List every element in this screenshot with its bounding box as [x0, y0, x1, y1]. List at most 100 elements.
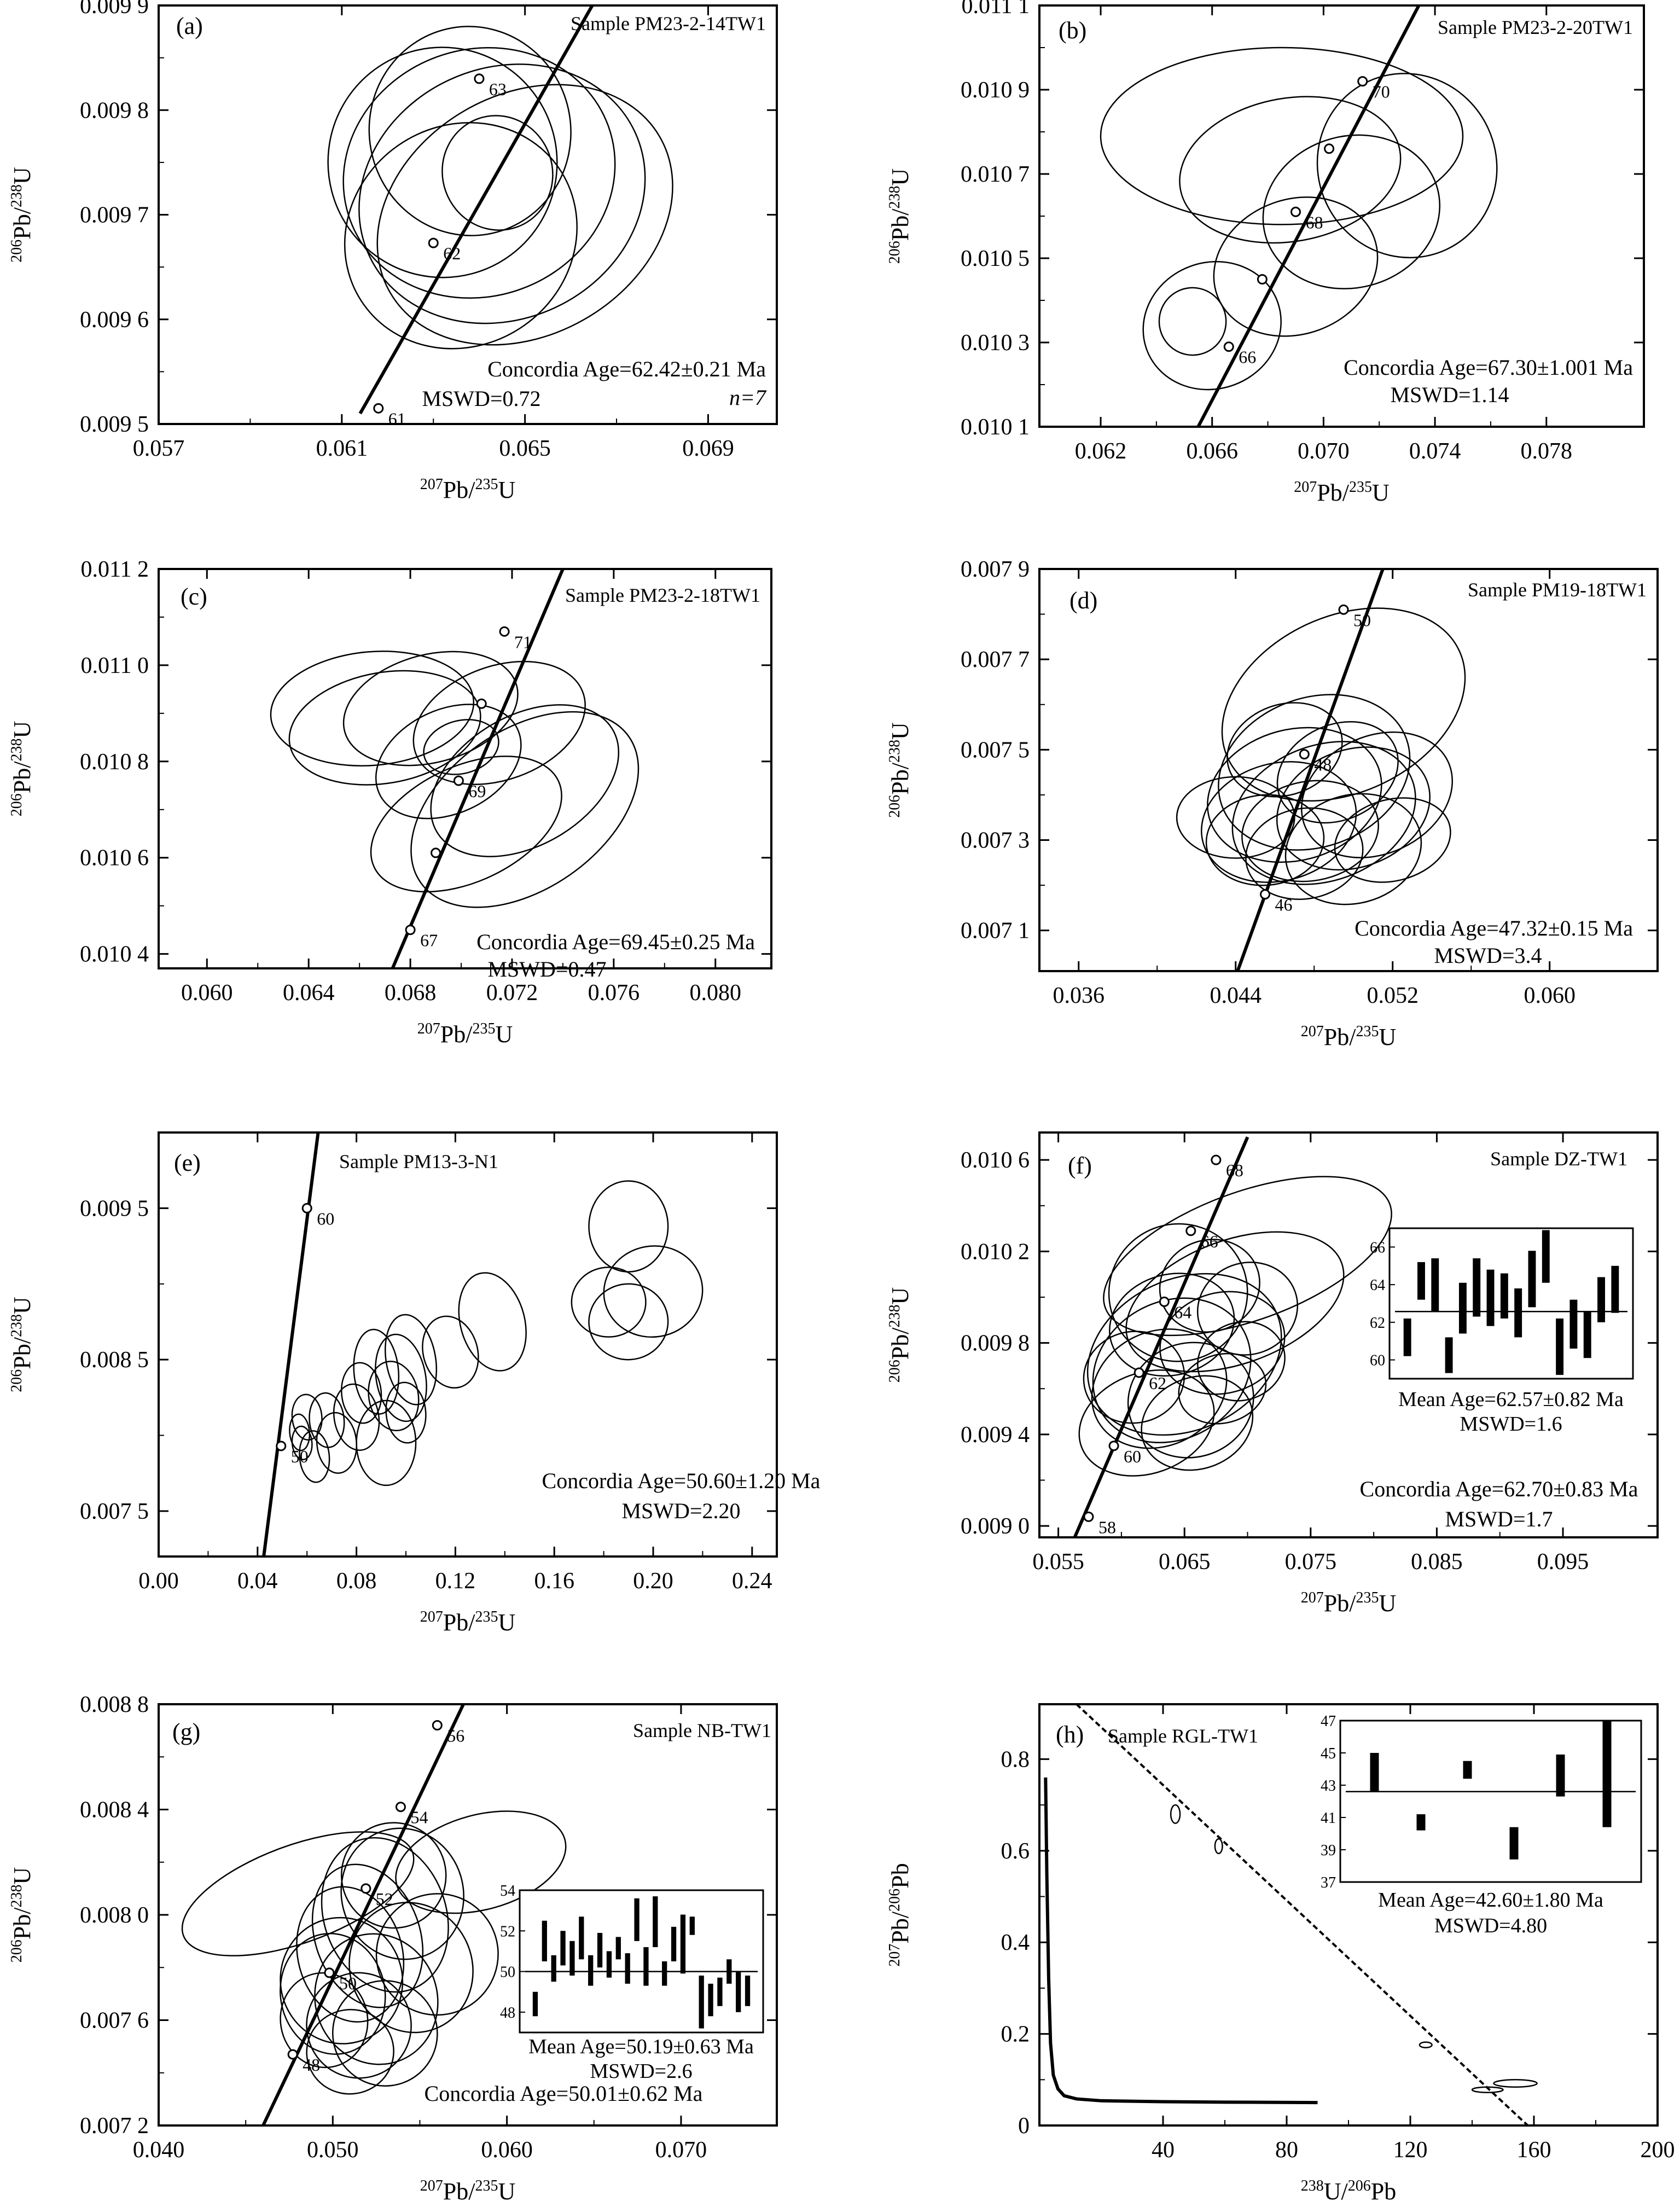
- y-tick-label: 0.009 4: [961, 1422, 1030, 1448]
- axis-label-text: U: [498, 1609, 515, 1636]
- y-tick-label: 0.007 1: [961, 919, 1030, 944]
- inset-age-bar: [532, 1991, 538, 2017]
- x-axis-label: 207Pb/235U: [420, 2177, 515, 2205]
- inset-f: 60 62 64 66: [1370, 1227, 1634, 1380]
- y-tick-label: 0.010 8: [80, 750, 149, 775]
- sample-label: Sample PM19-18TW1: [1468, 579, 1647, 601]
- inset-age-bar: [542, 1920, 547, 1961]
- age-marker: [428, 237, 439, 248]
- error-ellipse: [1262, 134, 1441, 289]
- error-ellipse: [340, 1822, 447, 1929]
- annotation-text: MSWD=1.14: [1390, 382, 1509, 407]
- axis-label-superscript: 235: [1356, 1023, 1379, 1040]
- annotation-text: Concordia Age=69.45±0.25 Ma: [476, 930, 755, 954]
- y-tick-label: 0.010 6: [961, 1148, 1030, 1173]
- axis-label-superscript: 207: [1301, 1589, 1324, 1606]
- age-mark-label: 48: [303, 2055, 320, 2075]
- age-mark-label: 46: [1275, 895, 1293, 915]
- error-ellipse: [588, 1180, 669, 1273]
- sample-label: Sample PM23-2-18TW1: [565, 584, 760, 606]
- plot-area-c: [270, 569, 640, 968]
- y-tick-label: 0.009 8: [80, 98, 149, 123]
- inset-age-bar: [1528, 1251, 1536, 1308]
- axis-label-text: Pb/: [443, 1609, 475, 1636]
- inset-frame: [519, 1889, 764, 2034]
- inset-frame: [1388, 1227, 1634, 1380]
- inset-age-bar: [1473, 1258, 1481, 1317]
- x-tick-label: 0.095: [1537, 1549, 1589, 1575]
- inset-age-bar: [1417, 1262, 1425, 1300]
- axis-label-superscript: 235: [472, 1020, 495, 1037]
- error-ellipse: [1170, 1804, 1181, 1824]
- panel-label: (e): [174, 1149, 201, 1176]
- axis-label-text: U: [887, 722, 914, 740]
- error-ellipse: [1091, 1328, 1228, 1449]
- age-marker: [1338, 604, 1349, 615]
- y-tick-label: 0.010 2: [961, 1239, 1030, 1264]
- x-axis-label: 207Pb/235U: [417, 1020, 513, 1048]
- age-marker: [361, 1883, 371, 1894]
- inset-y-tick-label: 52: [500, 1923, 515, 1940]
- age-mark-label: 56: [447, 1726, 464, 1746]
- axis-label-superscript: 206: [886, 1360, 903, 1383]
- axis-label-text: Pb/: [9, 1337, 36, 1369]
- inset-age-bar: [680, 1914, 686, 1974]
- axis-label-superscript: 206: [886, 241, 903, 264]
- error-ellipse: [430, 704, 620, 857]
- x-tick-label: 0.065: [1159, 1549, 1211, 1575]
- inset-age-bar: [1583, 1311, 1591, 1358]
- y-tick-label: 0.009 8: [961, 1331, 1030, 1356]
- error-ellipse: [358, 63, 646, 324]
- age-marker: [405, 925, 416, 936]
- x-tick-label: 0.072: [486, 980, 538, 1006]
- inset-age-bar: [615, 1937, 621, 1960]
- axis-label-text: U: [1372, 479, 1390, 506]
- inset-age-bar: [625, 1953, 630, 1984]
- panel-a: 61 62 63 0.057 0.061 0.065 0.069 0.009 5 0.009 6…: [8, 0, 778, 503]
- y-tick-label: 0.007 3: [961, 828, 1030, 853]
- age-marker: [499, 626, 510, 637]
- inset-age-bar: [736, 1971, 741, 2012]
- inset-y-tick-label: 50: [500, 1964, 515, 1981]
- axis-label-text: U: [9, 167, 36, 184]
- axis-label-superscript: 206: [886, 795, 903, 818]
- y-tick-label: 0.010 6: [80, 846, 149, 871]
- y-tick-label: 0.007 5: [961, 737, 1030, 763]
- concordia-curve: [1236, 569, 1385, 971]
- axis-label-superscript: 235: [475, 2177, 498, 2194]
- plot-area-a: [327, 5, 673, 415]
- age-marker: [474, 73, 485, 84]
- age-marker: [395, 1802, 406, 1813]
- error-ellipse: [376, 84, 673, 346]
- x-tick-label: 0.052: [1367, 983, 1419, 1008]
- inset-annotation: Mean Age=42.60±1.80 Ma: [1378, 1889, 1603, 1912]
- x-tick-label: 80: [1275, 2138, 1298, 2163]
- panel-h: 40 80 120 160 20000.20.40.60.8238U/206Pb207P…: [886, 1703, 1675, 2205]
- x-tick-label: 0.075: [1285, 1549, 1337, 1575]
- inset-age-bar: [1416, 1814, 1426, 1831]
- age-mark-label: 58: [1098, 1517, 1116, 1537]
- x-tick-label: 0.060: [181, 980, 233, 1006]
- error-ellipse: [1158, 287, 1227, 356]
- y-axis-label: 206Pb/238U: [886, 1287, 914, 1383]
- sample-label: Sample PM23-2-20TW1: [1438, 16, 1633, 38]
- inset-age-bar: [643, 1947, 649, 1986]
- inset-age-bar: [1556, 1754, 1565, 1797]
- axis-label-text: Pb/: [887, 1327, 914, 1360]
- y-tick-label: 0.8: [1001, 1747, 1030, 1772]
- annotation-text: MSWD=0.72: [422, 386, 540, 411]
- plot-area-e: [262, 1132, 704, 1556]
- axis-label-text: Pb/: [1324, 1024, 1356, 1050]
- annotation-text: Concordia Age=47.32±0.15 Ma: [1355, 916, 1633, 940]
- error-ellipse: [1214, 1838, 1223, 1855]
- inset-y-tick-label: 54: [500, 1883, 515, 1900]
- age-mark-label: 60: [1124, 1447, 1141, 1466]
- age-marker: [1299, 749, 1310, 760]
- annotation-text: MSWD=0.47: [487, 957, 606, 981]
- axis-label-superscript: 206: [8, 1939, 25, 1962]
- age-marker: [1108, 1441, 1119, 1451]
- axis-label-superscript: 238: [8, 184, 25, 207]
- y-tick-label: 0.008 4: [80, 1798, 149, 1823]
- error-ellipse: [1301, 731, 1454, 858]
